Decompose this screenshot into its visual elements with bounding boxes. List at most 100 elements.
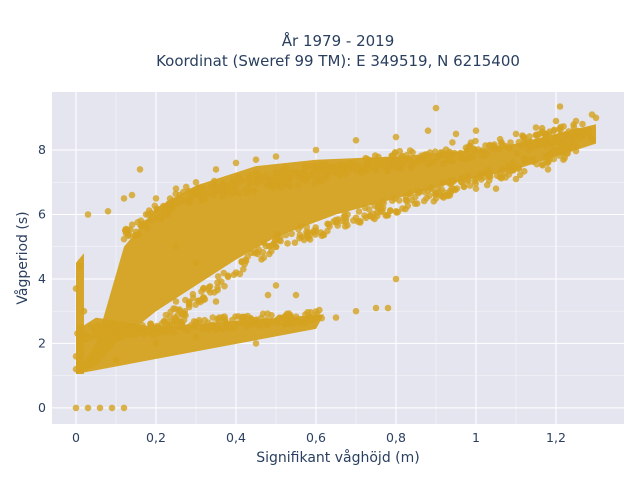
scatter-point bbox=[235, 313, 242, 320]
scatter-point bbox=[264, 291, 272, 299]
scatter-point bbox=[534, 131, 541, 139]
scatter-point bbox=[352, 137, 360, 144]
scatter-point bbox=[104, 208, 112, 215]
scatter-point bbox=[474, 146, 482, 153]
scatter-point bbox=[284, 315, 292, 322]
scatter-point bbox=[192, 259, 200, 267]
scatter-point bbox=[578, 128, 586, 136]
scatter-point bbox=[147, 322, 155, 330]
scatter-point bbox=[415, 157, 423, 164]
scatter-point bbox=[512, 130, 520, 138]
scatter-point bbox=[382, 212, 390, 219]
scatter-point bbox=[204, 190, 212, 197]
scatter-point bbox=[312, 227, 320, 234]
scatter-point bbox=[148, 217, 155, 224]
scatter-point bbox=[379, 197, 387, 205]
scatter-point bbox=[551, 134, 559, 141]
scatter-point bbox=[392, 208, 400, 215]
x-tick-label: 0,2 bbox=[146, 430, 166, 445]
scatter-point bbox=[84, 404, 92, 412]
scatter-point bbox=[219, 325, 227, 332]
scatter-point bbox=[274, 178, 282, 185]
scatter-point bbox=[112, 356, 120, 363]
scatter-point bbox=[154, 207, 161, 214]
x-tick-label: 0 bbox=[72, 430, 80, 445]
scatter-point bbox=[272, 236, 279, 243]
scatter-point bbox=[384, 167, 391, 175]
scatter-point bbox=[245, 176, 253, 184]
chart-title-line1: År 1979 - 2019 bbox=[282, 31, 395, 50]
scatter-point bbox=[485, 166, 492, 173]
scatter-point bbox=[402, 205, 409, 213]
scatter-point bbox=[439, 179, 446, 187]
scatter-point bbox=[240, 265, 247, 273]
scatter-point bbox=[389, 152, 396, 159]
scatter-point bbox=[223, 320, 231, 327]
scatter-point bbox=[499, 141, 507, 149]
scatter-point bbox=[372, 304, 380, 312]
x-tick-label: 0,6 bbox=[306, 430, 326, 445]
scatter-point bbox=[292, 317, 300, 325]
scatter-point bbox=[362, 154, 369, 162]
scatter-point bbox=[396, 147, 404, 155]
scatter-point bbox=[292, 169, 300, 177]
scatter-point bbox=[272, 171, 279, 179]
scatter-point bbox=[305, 162, 312, 169]
scatter-point bbox=[214, 315, 221, 323]
scatter-point bbox=[564, 142, 572, 150]
scatter-point bbox=[252, 340, 260, 347]
scatter-point bbox=[229, 182, 237, 189]
scatter-point bbox=[549, 139, 556, 147]
scatter-point bbox=[72, 404, 80, 412]
scatter-point bbox=[514, 150, 521, 157]
chart-title-line2: Koordinat (Sweref 99 TM): E 349519, N 62… bbox=[156, 52, 520, 70]
scatter-point bbox=[72, 365, 80, 373]
scatter-point bbox=[230, 324, 238, 332]
scatter-point bbox=[526, 133, 533, 140]
scatter-point bbox=[228, 190, 236, 197]
scatter-point bbox=[544, 166, 552, 173]
scatter-point bbox=[303, 223, 311, 231]
scatter-point bbox=[144, 211, 152, 218]
scatter-point bbox=[180, 188, 187, 196]
scatter-point bbox=[232, 159, 240, 167]
scatter-point bbox=[272, 153, 280, 160]
scatter-point bbox=[552, 117, 560, 125]
scatter-point bbox=[120, 195, 128, 202]
scatter-point bbox=[589, 136, 596, 144]
scatter-point bbox=[160, 318, 168, 325]
scatter-point bbox=[214, 284, 221, 291]
scatter-point bbox=[423, 194, 430, 202]
scatter-point bbox=[521, 168, 528, 175]
scatter-point bbox=[142, 221, 150, 229]
scatter-point bbox=[570, 123, 578, 131]
scatter-point bbox=[449, 139, 456, 146]
scatter-point bbox=[282, 164, 290, 172]
scatter-point bbox=[561, 154, 568, 162]
y-tick-label: 4 bbox=[38, 271, 46, 286]
scatter-point bbox=[424, 187, 432, 194]
scatter-point bbox=[317, 178, 325, 185]
scatter-point bbox=[387, 207, 394, 214]
scatter-point bbox=[505, 162, 512, 170]
scatter-point bbox=[204, 319, 212, 327]
scatter-point bbox=[460, 183, 468, 190]
scatter-point bbox=[156, 215, 163, 223]
scatter-point bbox=[521, 157, 528, 165]
scatter-point bbox=[170, 329, 178, 336]
scatter-point bbox=[192, 179, 200, 186]
scatter-point bbox=[130, 324, 137, 332]
scatter-point bbox=[532, 124, 540, 131]
scatter-point bbox=[244, 312, 252, 320]
scatter-point bbox=[128, 221, 136, 228]
scatter-point bbox=[234, 177, 242, 184]
scatter-point bbox=[472, 137, 479, 145]
scatter-point bbox=[302, 171, 310, 179]
scatter-point bbox=[392, 275, 400, 283]
scatter-point bbox=[131, 232, 139, 239]
scatter-point bbox=[229, 316, 236, 324]
scatter-point bbox=[92, 324, 100, 331]
x-tick-label: 1 bbox=[472, 430, 480, 445]
ticks-layer: 0 0,2 0,4 0,6 0,8 1 1,2 0 2 4 6 8 bbox=[38, 142, 566, 445]
scatter-point bbox=[466, 154, 474, 161]
